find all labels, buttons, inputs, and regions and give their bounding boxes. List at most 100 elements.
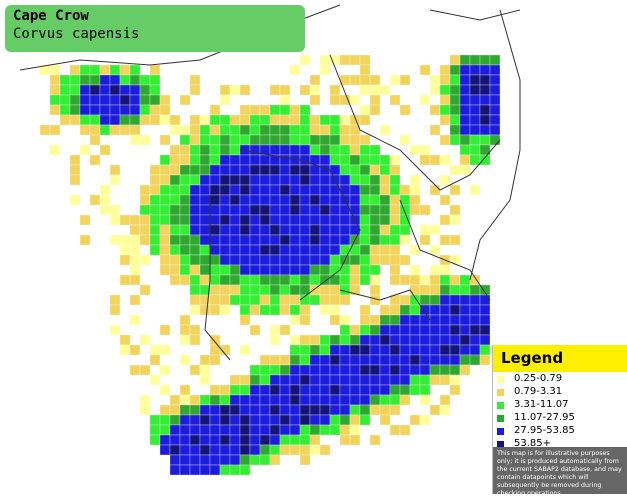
map-cell xyxy=(399,224,411,236)
map-cell xyxy=(329,364,341,376)
map-cell xyxy=(259,274,271,286)
map-cell xyxy=(239,394,251,406)
map-cell xyxy=(279,324,291,336)
map-cell xyxy=(79,234,91,246)
map-cell xyxy=(259,254,271,266)
map-cell xyxy=(219,134,231,146)
map-cell xyxy=(239,174,251,186)
map-cell xyxy=(289,174,301,186)
map-cell xyxy=(309,144,321,156)
map-cell xyxy=(239,314,251,326)
map-cell xyxy=(279,404,291,416)
map-cell xyxy=(99,74,111,86)
map-cell xyxy=(339,364,351,376)
map-cell xyxy=(199,404,211,416)
map-cell xyxy=(219,284,231,296)
map-cell xyxy=(269,374,281,386)
map-cell xyxy=(209,444,221,456)
map-cell xyxy=(279,254,291,266)
map-cell xyxy=(209,254,221,266)
map-cell xyxy=(379,154,391,166)
map-cell xyxy=(219,304,231,316)
map-cell xyxy=(329,204,341,216)
map-cell xyxy=(189,254,201,266)
map-cell xyxy=(329,154,341,166)
map-cell xyxy=(269,194,281,206)
map-cell xyxy=(269,384,281,396)
map-cell xyxy=(299,174,311,186)
map-cell xyxy=(399,334,411,346)
legend-swatch xyxy=(497,440,504,448)
map-cell xyxy=(189,454,201,466)
map-cell xyxy=(129,234,141,246)
map-cell xyxy=(359,54,371,66)
map-cell xyxy=(189,174,201,186)
map-cell xyxy=(489,134,501,146)
map-cell xyxy=(229,454,241,466)
map-cell xyxy=(449,184,461,196)
map-cell xyxy=(449,64,461,76)
map-cell xyxy=(309,134,321,146)
map-cell xyxy=(309,424,321,436)
map-cell xyxy=(189,464,201,476)
map-cell xyxy=(109,104,121,116)
map-cell xyxy=(359,194,371,206)
map-cell xyxy=(399,364,411,376)
map-cell xyxy=(229,84,241,96)
map-cell xyxy=(279,194,291,206)
map-cell xyxy=(309,234,321,246)
map-cell xyxy=(199,354,211,366)
legend-label: 11.07-27.95 xyxy=(514,412,575,423)
map-cell xyxy=(269,104,281,116)
map-cell xyxy=(179,214,191,226)
map-cell xyxy=(339,434,351,446)
map-cell xyxy=(309,254,321,266)
map-cell xyxy=(249,154,261,166)
map-cell xyxy=(389,174,401,186)
map-cell xyxy=(299,414,311,426)
map-cell xyxy=(319,304,331,316)
map-cell xyxy=(189,304,201,316)
map-cell xyxy=(239,374,251,386)
map-cell xyxy=(229,144,241,156)
map-cell xyxy=(199,414,211,426)
map-cell xyxy=(419,364,431,376)
map-cell xyxy=(489,114,501,126)
map-cell xyxy=(459,74,471,86)
map-cell xyxy=(359,414,371,426)
map-cell xyxy=(169,424,181,436)
map-cell xyxy=(299,264,311,276)
map-cell xyxy=(349,154,361,166)
map-cell xyxy=(209,434,221,446)
map-cell xyxy=(449,54,461,66)
map-cell xyxy=(269,234,281,246)
map-cell xyxy=(159,224,171,236)
map-cell xyxy=(449,374,461,386)
map-cell xyxy=(279,414,291,426)
map-cell xyxy=(309,214,321,226)
map-cell xyxy=(429,334,441,346)
map-cell xyxy=(199,184,211,196)
map-cell xyxy=(179,124,191,136)
map-cell xyxy=(299,54,311,66)
map-cell xyxy=(119,344,131,356)
map-cell xyxy=(209,174,221,186)
map-cell xyxy=(429,314,441,326)
map-cell xyxy=(259,244,271,256)
map-cell xyxy=(359,234,371,246)
map-cell xyxy=(199,134,211,146)
map-cell xyxy=(289,204,301,216)
map-cell xyxy=(249,214,261,226)
map-cell xyxy=(369,284,381,296)
map-cell xyxy=(119,254,131,266)
map-cell xyxy=(119,84,131,96)
map-cell xyxy=(189,84,201,96)
map-cell xyxy=(329,244,341,256)
map-cell xyxy=(179,164,191,176)
map-cell xyxy=(379,404,391,416)
map-cell xyxy=(479,114,491,126)
map-cell xyxy=(189,184,201,196)
map-cell xyxy=(459,84,471,96)
map-cell xyxy=(269,354,281,366)
map-cell xyxy=(409,194,421,206)
